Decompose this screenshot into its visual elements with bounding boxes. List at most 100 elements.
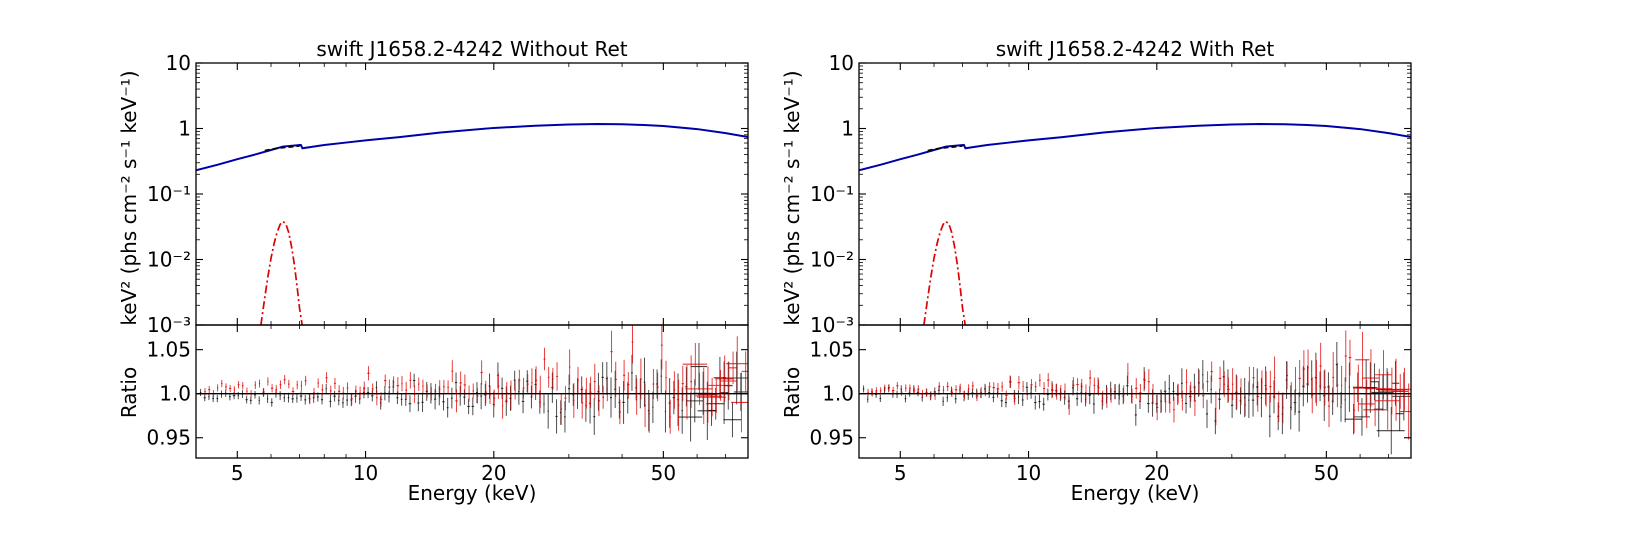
ratio-point <box>371 383 374 395</box>
ratio-point <box>279 391 281 401</box>
ratio-point <box>329 385 332 397</box>
ratio-point <box>1248 366 1251 396</box>
ratio-point <box>602 385 605 409</box>
ratio-point <box>408 395 412 413</box>
y-tick-label: 0.95 <box>809 426 854 450</box>
chart-panel-2: swift J1658.2-4242 With Ret10110⁻¹10⁻²10… <box>780 37 1412 505</box>
ratio-point <box>1244 394 1247 416</box>
ratio-point <box>291 394 294 403</box>
ratio-point <box>686 379 704 423</box>
ratio-point <box>950 388 953 397</box>
ratio-point <box>1294 367 1297 413</box>
ratio-point <box>867 395 869 403</box>
ratio-point <box>221 379 223 388</box>
ratio-point <box>237 381 240 389</box>
ratio-point <box>1256 381 1260 412</box>
ratio-point <box>963 390 966 400</box>
x-tick-label: 50 <box>1314 461 1339 485</box>
y-tick-label: 10⁻³ <box>147 313 191 337</box>
ratio-point <box>925 388 928 397</box>
ratio-point <box>568 349 571 385</box>
ratio-point <box>1344 404 1363 435</box>
ratio-point <box>543 347 546 371</box>
top-y-axis: 10 1 10⁻¹ 10⁻² 10⁻³ <box>810 51 1411 337</box>
ratio-point <box>1348 362 1350 412</box>
ratio-point <box>296 380 298 390</box>
x-axis-label: Energy (keV) <box>408 481 537 505</box>
ratio-point <box>908 384 911 392</box>
ratio-point <box>942 385 945 395</box>
ratio-point <box>283 393 286 403</box>
y-tick-label: 10⁻² <box>810 248 854 272</box>
x-tick-label: 5 <box>231 461 244 485</box>
ratio-point <box>258 396 260 405</box>
ratio-point <box>568 374 571 403</box>
ratio-point <box>988 382 991 392</box>
ratio-point <box>1147 394 1150 413</box>
ratio-point <box>1210 361 1213 382</box>
ratio-point <box>648 394 651 433</box>
ratio-series-2 <box>867 330 1411 440</box>
ratio-point <box>459 371 462 395</box>
ratio-point <box>1240 378 1242 405</box>
x-tick-label: 20 <box>1144 461 1169 485</box>
model-curves <box>859 123 1411 325</box>
ratio-point <box>1051 383 1054 398</box>
y-tick-label: 0.95 <box>146 426 191 450</box>
ratio-point <box>497 373 500 399</box>
ratio-point <box>867 388 869 396</box>
ratio-point <box>610 377 612 418</box>
ratio-point <box>1047 373 1050 388</box>
ratio-point <box>1215 391 1217 426</box>
ratio-point <box>350 392 353 405</box>
ratio-point <box>686 365 688 420</box>
chart-title: swift J1658.2-4242 With Ret <box>996 37 1275 61</box>
x-tick-label: 10 <box>1016 461 1041 485</box>
ratio-point <box>639 358 642 400</box>
ratio-point <box>1072 377 1075 394</box>
ratio-point <box>618 399 621 425</box>
ratio-point <box>472 383 474 399</box>
ratio-point <box>489 386 491 405</box>
ratio-point <box>1260 378 1263 418</box>
ratio-point <box>418 377 420 391</box>
ratio-point <box>1030 379 1033 391</box>
ratio-point <box>1235 375 1238 409</box>
ratio-point <box>1227 377 1230 402</box>
ratio-point <box>1218 388 1221 410</box>
ratio-point <box>346 394 349 406</box>
ratio-point <box>1089 370 1092 386</box>
ratio-point <box>1315 360 1318 406</box>
ratio-point <box>304 395 307 405</box>
ratio-point <box>1341 365 1343 405</box>
ratio-point <box>681 387 683 434</box>
ratio-point <box>438 380 441 399</box>
ratio-point <box>296 393 298 403</box>
ratio-point <box>388 379 391 395</box>
ratio-point <box>1371 374 1394 411</box>
ratio-point <box>719 361 729 424</box>
ratio-point <box>930 391 932 400</box>
x-axis: 5 10 20 50 <box>195 63 727 485</box>
ratio-point <box>564 385 567 411</box>
ratio-point <box>1400 383 1411 440</box>
ratio-point <box>1307 349 1309 387</box>
ratio-point <box>422 379 424 393</box>
ratio-point <box>1118 383 1121 400</box>
ratio-point <box>1147 368 1150 395</box>
model-line-dashed <box>927 145 963 152</box>
ratio-point <box>1319 342 1322 390</box>
ratio-point <box>434 383 437 400</box>
ratio-point <box>1348 339 1352 376</box>
ratio-point <box>266 394 269 404</box>
ratio-point <box>1290 382 1292 411</box>
ratio-point <box>1139 383 1142 402</box>
ratio-point <box>934 391 936 400</box>
ratio-point <box>526 374 529 394</box>
ratio-point <box>359 386 361 400</box>
ratio-point <box>421 392 424 413</box>
ratio-point <box>366 387 370 399</box>
ratio-point <box>573 382 575 418</box>
ratio-point <box>887 383 891 392</box>
